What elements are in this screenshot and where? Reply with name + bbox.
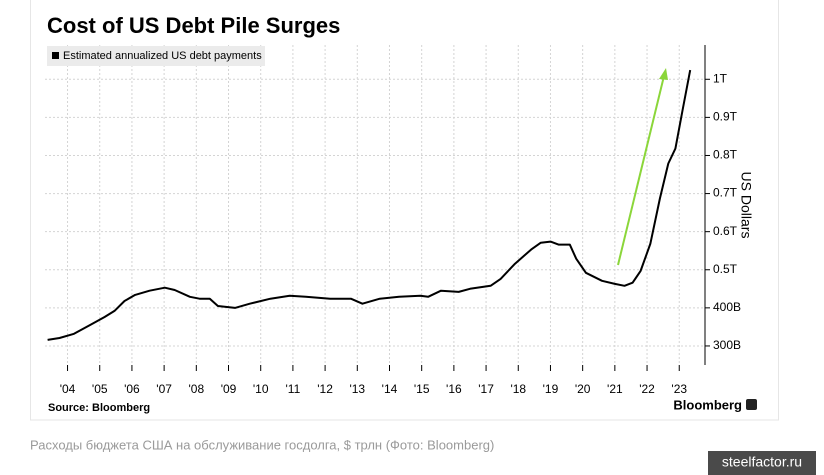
y-axis-label: US Dollars (738, 172, 754, 239)
x-tick-label: '08 (188, 382, 204, 396)
x-tick-label: '11 (286, 382, 301, 396)
y-tick-label: 0.7T (713, 186, 738, 200)
watermark: steelfactor.ru (722, 454, 802, 470)
legend-marker (52, 52, 59, 59)
x-tick-label: '13 (349, 382, 365, 396)
source: Source: Bloomberg (48, 402, 150, 414)
brand: Bloomberg (673, 397, 742, 412)
x-tick-label: '15 (414, 382, 430, 396)
x-tick-label: '22 (639, 382, 655, 396)
y-tick-label: 1T (713, 71, 728, 85)
y-tick-label: 0.8T (713, 148, 738, 162)
x-tick-label: '16 (446, 382, 462, 396)
x-tick-label: '09 (221, 382, 237, 396)
x-tick-label: '07 (156, 382, 172, 396)
y-tick-label: 0.5T (713, 262, 738, 276)
y-tick-label: 0.6T (713, 224, 738, 238)
chart-title: Cost of US Debt Pile Surges (47, 13, 340, 38)
x-tick-label: '20 (575, 382, 591, 396)
y-tick-label: 400B (713, 300, 741, 314)
data-line (47, 69, 692, 341)
y-tick-label: 0.9T (713, 110, 738, 124)
x-tick-label: '17 (478, 382, 494, 396)
legend-box (47, 46, 265, 66)
x-tick-label: '06 (124, 382, 140, 396)
legend-label: Estimated annualized US debt payments (63, 50, 262, 62)
caption: Расходы бюджета США на обслуживание госд… (30, 437, 494, 452)
x-tick-label: '12 (317, 382, 333, 396)
x-tick-label: '05 (92, 382, 108, 396)
trend-arrow (617, 75, 665, 266)
y-tick-label: 300B (713, 338, 741, 352)
x-tick-label: '21 (607, 382, 623, 396)
x-tick-label: '19 (543, 382, 559, 396)
trend-arrow-head (659, 68, 668, 80)
chart-panel (30, 0, 779, 421)
brand-icon (746, 399, 757, 410)
x-tick-label: '23 (671, 382, 687, 396)
x-tick-label: '18 (510, 382, 526, 396)
x-tick-label: '04 (60, 382, 76, 396)
x-tick-label: '10 (253, 382, 269, 396)
watermark-badge (708, 451, 816, 475)
x-tick-label: '14 (382, 382, 398, 396)
